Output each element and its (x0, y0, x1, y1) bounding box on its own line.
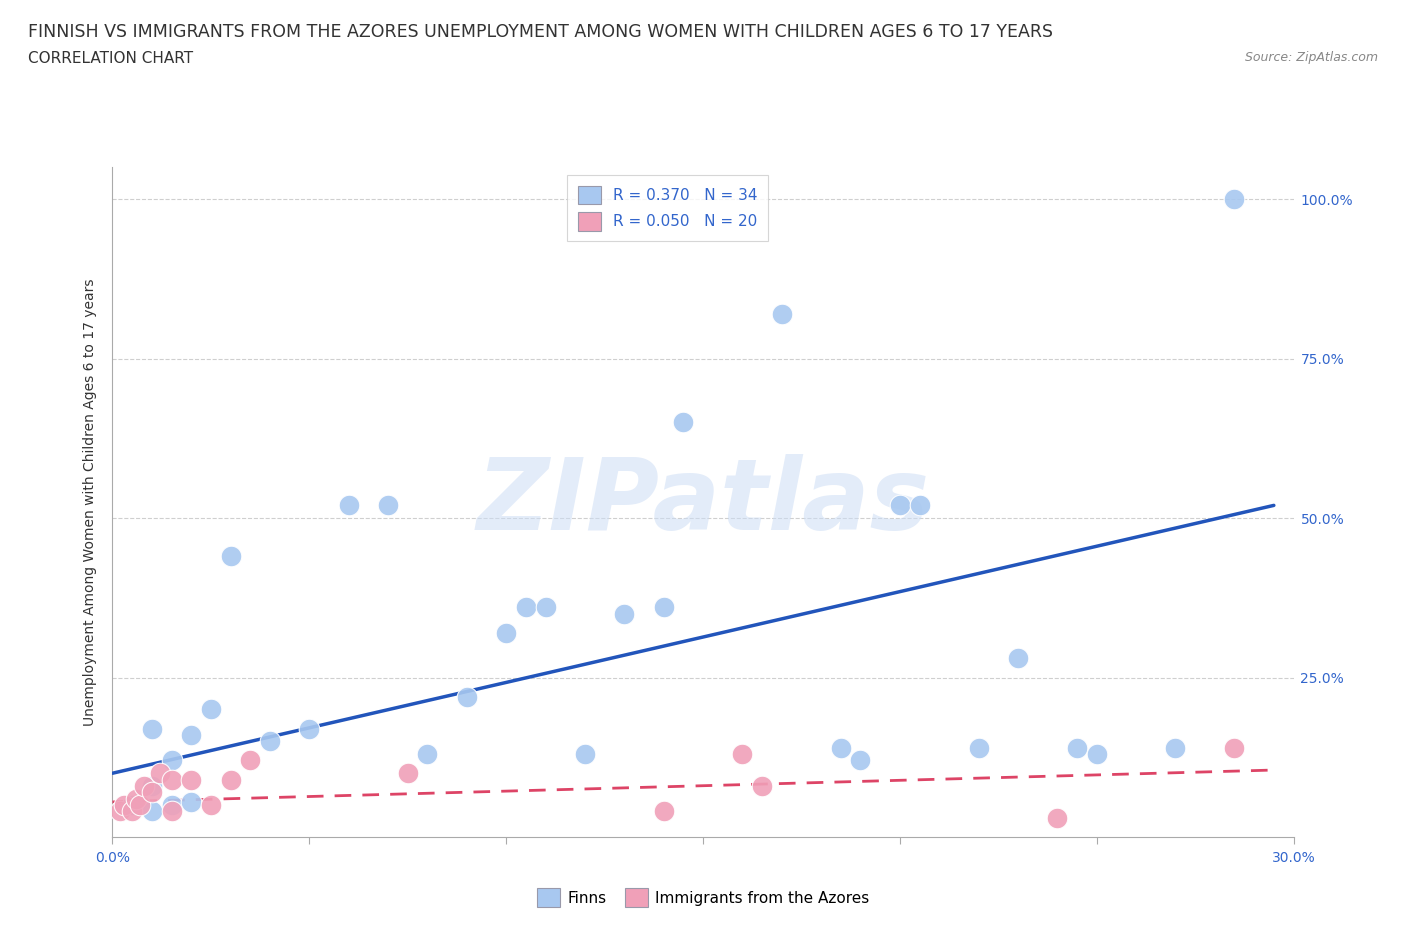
Point (849, 753, 872, 768)
Point (180, 727, 202, 742)
Point (160, 753, 183, 768)
Y-axis label: Unemployment Among Women with Children Ages 6 to 17 years: Unemployment Among Women with Children A… (83, 278, 97, 726)
Point (652, 804, 675, 819)
Point (180, 772, 202, 787)
Point (495, 626, 517, 641)
Point (110, 804, 132, 819)
Point (219, 772, 242, 787)
Point (160, 798, 183, 813)
Point (1046, 810, 1069, 825)
Text: CORRELATION CHART: CORRELATION CHART (28, 51, 193, 66)
Point (149, 765, 172, 780)
Point (967, 740, 990, 755)
Point (377, 498, 399, 512)
Point (1164, 740, 1187, 755)
Point (112, 798, 135, 813)
Point (416, 747, 439, 762)
Point (121, 804, 143, 819)
Point (337, 498, 360, 512)
Point (830, 740, 852, 755)
Point (298, 721, 321, 736)
Point (160, 772, 183, 787)
Point (180, 794, 202, 809)
Point (456, 689, 478, 704)
Text: FINNISH VS IMMIGRANTS FROM THE AZORES UNEMPLOYMENT AMONG WOMEN WITH CHILDREN AGE: FINNISH VS IMMIGRANTS FROM THE AZORES UN… (28, 23, 1053, 41)
Point (160, 804, 183, 819)
Point (652, 600, 675, 615)
Point (1223, 192, 1246, 206)
Point (259, 734, 281, 749)
Point (613, 606, 636, 621)
Point (770, 307, 793, 322)
Point (200, 702, 222, 717)
Point (731, 747, 754, 762)
Point (534, 600, 557, 615)
Point (1223, 740, 1246, 755)
Point (672, 415, 695, 430)
Point (125, 791, 148, 806)
Point (1085, 747, 1108, 762)
Point (1066, 740, 1088, 755)
Point (200, 798, 222, 813)
Text: ZIPatlas: ZIPatlas (477, 454, 929, 551)
Point (908, 498, 931, 512)
Point (219, 549, 242, 564)
Point (574, 747, 596, 762)
Point (141, 778, 163, 793)
Legend: R = 0.370   N = 34, R = 0.050   N = 20: R = 0.370 N = 34, R = 0.050 N = 20 (567, 175, 768, 242)
Point (141, 785, 163, 800)
Point (239, 753, 262, 768)
Point (515, 600, 537, 615)
Point (129, 798, 152, 813)
Point (132, 778, 155, 793)
Legend: Finns, Immigrants from the Azores: Finns, Immigrants from the Azores (530, 883, 876, 913)
Point (121, 798, 143, 813)
Point (141, 721, 163, 736)
Point (751, 778, 773, 793)
Point (396, 765, 419, 780)
Point (141, 804, 163, 819)
Point (889, 498, 911, 512)
Text: Source: ZipAtlas.com: Source: ZipAtlas.com (1244, 51, 1378, 64)
Point (1007, 651, 1029, 666)
